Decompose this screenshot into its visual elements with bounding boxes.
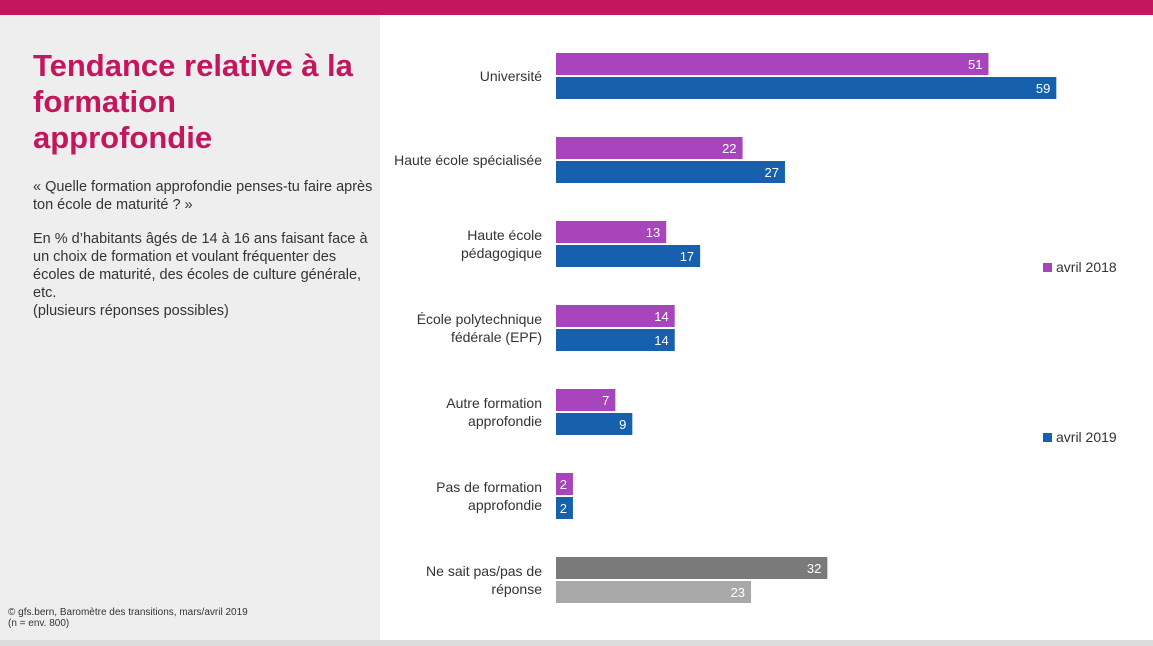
value-label-haute-ecole-pedagogique-avril-2018: 13 [646,225,660,240]
value-label-pas-de-formation-approfondie-avril-2019: 2 [560,501,567,516]
legend-label-avril-2019: avril 2019 [1056,429,1117,445]
bar-ecole-polytechnique-federale-epf-avril-2018 [556,305,675,327]
bar-autre-formation-approfondie-avril-2019 [556,413,633,435]
value-label-haute-ecole-specialisee-avril-2019: 27 [764,165,778,180]
value-label-ne-sait-pas-pas-de-reponse-avril-2018: 32 [807,561,821,576]
bar-pas-de-formation-approfondie-avril-2018 [556,473,573,495]
category-label-haute-ecole-specialisee: Haute école spécialisée [394,152,542,168]
bar-haute-ecole-pedagogique-avril-2018 [556,221,667,243]
value-label-haute-ecole-specialisee-avril-2018: 22 [722,141,736,156]
value-label-haute-ecole-pedagogique-avril-2019: 17 [680,249,694,264]
bar-ne-sait-pas-pas-de-reponse-avril-2019 [556,581,752,603]
category-label-ne-sait-pas-pas-de-reponse: Ne sait pas/pas de réponse [426,563,542,597]
left-panel [0,15,380,640]
bar-universite-avril-2018 [556,53,989,75]
bar-haute-ecole-specialisee-avril-2019 [556,161,785,183]
bar-ne-sait-pas-pas-de-reponse-avril-2018 [556,557,828,579]
value-label-universite-avril-2019: 59 [1036,81,1050,96]
bar-autre-formation-approfondie-avril-2018 [556,389,616,411]
legend-label-avril-2018: avril 2018 [1056,259,1117,275]
page-title: Tendance relative à la formation approfo… [33,48,353,155]
bottom-bar [0,640,1153,646]
source-note: © gfs.bern, Baromètre des transitions, m… [8,607,248,629]
value-label-universite-avril-2018: 51 [968,57,982,72]
category-label-universite: Université [480,68,542,84]
bar-universite-avril-2019 [556,77,1057,99]
category-label-ecole-polytechnique-federale-epf: École polytechnique fédérale (EPF) [417,311,543,345]
category-label-autre-formation-approfondie: Autre formation approfondie [446,395,542,429]
chart-description: En % d’habitants âgés de 14 à 16 ans fai… [33,231,368,319]
top-accent-bar [0,0,1153,15]
bar-haute-ecole-specialisee-avril-2018 [556,137,743,159]
value-label-ecole-polytechnique-federale-epf-avril-2019: 14 [654,333,668,348]
value-label-ne-sait-pas-pas-de-reponse-avril-2019: 23 [731,585,745,600]
bar-ecole-polytechnique-federale-epf-avril-2019 [556,329,675,351]
legend-swatch-avril-2018 [1043,263,1052,272]
survey-question: « Quelle formation approfondie penses-tu… [33,179,373,213]
bar-haute-ecole-pedagogique-avril-2019 [556,245,701,267]
value-label-pas-de-formation-approfondie-avril-2018: 2 [560,477,567,492]
bar-pas-de-formation-approfondie-avril-2019 [556,497,573,519]
category-label-pas-de-formation-approfondie: Pas de formation approfondie [436,479,542,513]
value-label-autre-formation-approfondie-avril-2018: 7 [602,393,609,408]
value-label-autre-formation-approfondie-avril-2019: 9 [619,417,626,432]
value-label-ecole-polytechnique-federale-epf-avril-2018: 14 [654,309,668,324]
category-label-haute-ecole-pedagogique: Haute école pédagogique [461,227,542,261]
legend-swatch-avril-2019 [1043,433,1052,442]
